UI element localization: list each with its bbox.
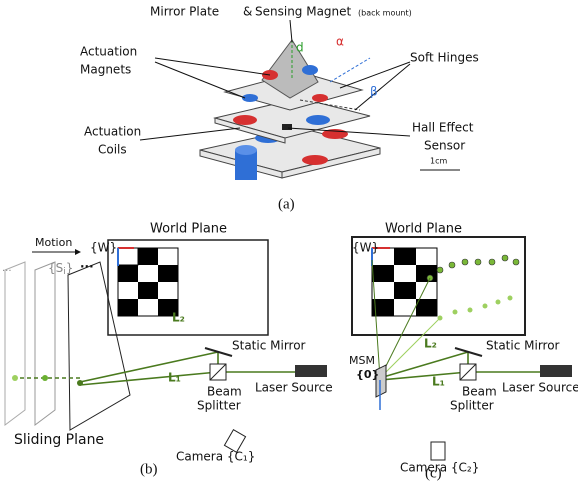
figure: Mirror Plate & Sensing Magnet (back moun…	[0, 0, 578, 484]
label: Laser Source	[255, 381, 333, 395]
label: MSM	[349, 354, 375, 367]
label: World Plane	[150, 222, 227, 237]
label: Splitter	[197, 399, 241, 413]
label: Soft Hinges	[410, 51, 479, 65]
caption: (c)	[425, 465, 442, 481]
label: {W}	[90, 241, 117, 255]
label: {0}	[356, 368, 379, 381]
label: L₁	[432, 375, 445, 389]
label: L₂	[424, 337, 437, 351]
label: Coils	[98, 143, 127, 157]
label: Static Mirror	[486, 339, 560, 353]
label: Laser Source	[502, 381, 578, 395]
label: {Si}	[48, 261, 73, 277]
label: (back mount)	[358, 9, 412, 18]
label: World Plane	[385, 222, 462, 237]
label: ...	[80, 257, 94, 271]
label: Sliding Plane	[14, 432, 104, 448]
label: L₂	[172, 311, 185, 325]
label: Beam	[207, 385, 242, 399]
label: Camera {C₁}	[176, 450, 255, 464]
label: Sensing Magnet	[255, 5, 352, 19]
label: α	[336, 35, 344, 49]
label: Magnets	[80, 63, 131, 77]
label: Sensor	[424, 139, 465, 153]
label: {W}	[352, 241, 379, 255]
label: Splitter	[450, 399, 494, 413]
label: ...	[2, 263, 12, 274]
label: {S	[48, 261, 63, 275]
label: d	[296, 41, 304, 55]
label: Mirror Plate	[150, 5, 219, 19]
label: 1cm	[430, 157, 447, 166]
label: Motion	[35, 236, 72, 249]
label: L₁	[168, 371, 181, 385]
label: Actuation	[80, 45, 137, 59]
label: Static Mirror	[232, 339, 306, 353]
caption: (a)	[278, 196, 295, 212]
label: Actuation	[84, 125, 141, 139]
label: β	[370, 85, 378, 99]
label: &	[243, 5, 252, 19]
label: }	[66, 261, 74, 275]
label: Hall Effect	[412, 121, 474, 135]
label: Beam	[462, 385, 497, 399]
caption: (b)	[140, 461, 158, 477]
